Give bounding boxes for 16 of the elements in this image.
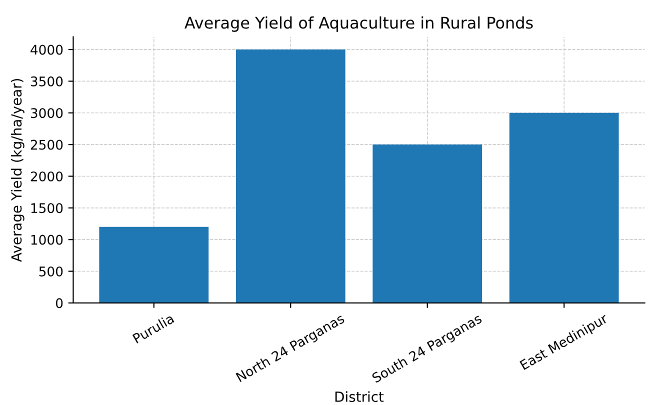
y-tick-label: 2500 — [30, 140, 63, 150]
y-tick-label: 500 — [39, 266, 63, 276]
bar — [99, 226, 209, 303]
y-tick-label: 1500 — [31, 203, 63, 214]
x-axis-title: District — [335, 391, 384, 402]
chart-title: Average Yield of Aquaculture in Rural Ponds — [184, 16, 533, 32]
y-tick-label: 3000 — [30, 108, 63, 118]
y-tick-label: 2000 — [30, 171, 63, 182]
y-tick-label: 1000 — [31, 234, 63, 245]
y-tick-label: 0 — [56, 298, 63, 308]
bar — [509, 112, 619, 303]
y-tick-label: 4000 — [30, 44, 63, 55]
y-tick-label: 3500 — [30, 76, 63, 86]
bar — [236, 50, 346, 303]
y-axis-title: Average Yield (kg/ha/year) — [10, 78, 24, 262]
bar — [372, 144, 482, 303]
